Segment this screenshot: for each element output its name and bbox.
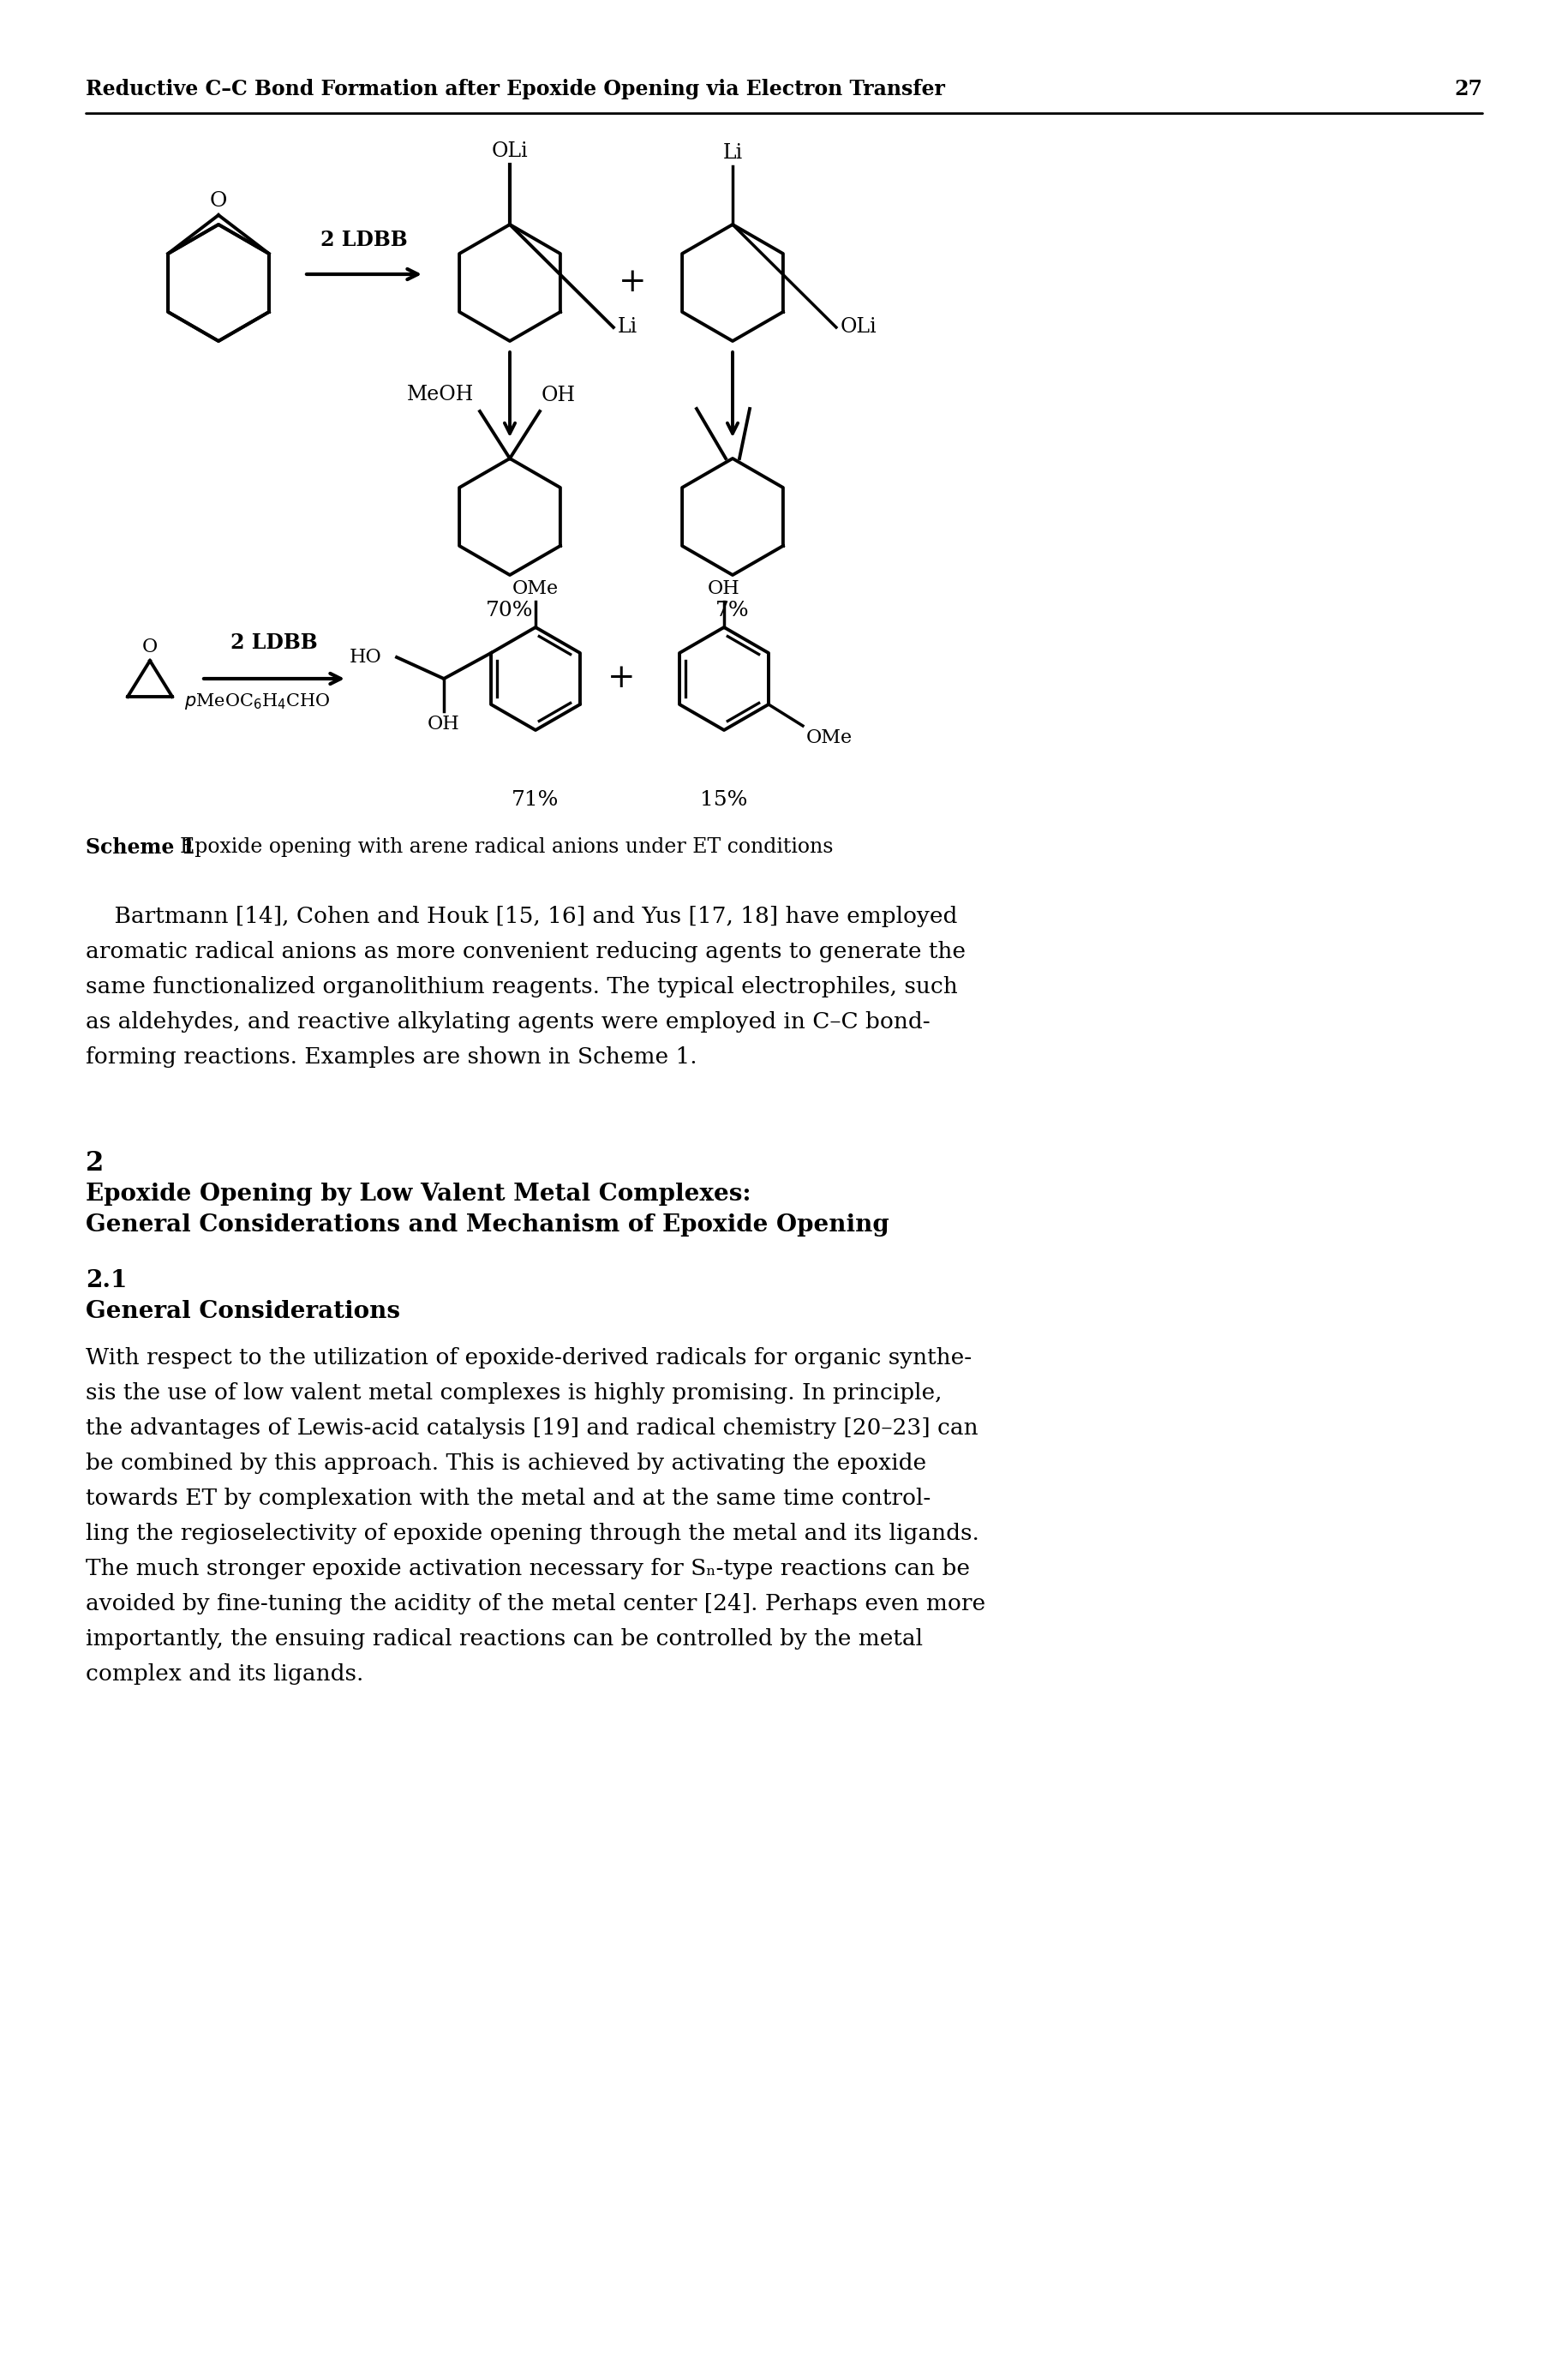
Text: same functionalized organolithium reagents. The typical electrophiles, such: same functionalized organolithium reagen… bbox=[86, 975, 958, 996]
Text: +: + bbox=[618, 266, 646, 300]
Text: the advantages of Lewis-acid catalysis [19] and radical chemistry [20–23] can: the advantages of Lewis-acid catalysis [… bbox=[86, 1417, 978, 1439]
Text: O: O bbox=[143, 637, 158, 656]
Text: forming reactions. Examples are shown in Scheme 1.: forming reactions. Examples are shown in… bbox=[86, 1046, 698, 1068]
Text: towards ET by complexation with the metal and at the same time control-: towards ET by complexation with the meta… bbox=[86, 1489, 931, 1510]
Text: Epoxide Opening by Low Valent Metal Complexes:: Epoxide Opening by Low Valent Metal Comp… bbox=[86, 1182, 751, 1206]
Text: $p$MeOC$_6$H$_4$CHO: $p$MeOC$_6$H$_4$CHO bbox=[183, 692, 331, 711]
Text: be combined by this approach. This is achieved by activating the epoxide: be combined by this approach. This is ac… bbox=[86, 1453, 927, 1474]
Text: 70%: 70% bbox=[486, 602, 533, 621]
Text: Bartmann [14], Cohen and Houk [15, 16] and Yus [17, 18] have employed: Bartmann [14], Cohen and Houk [15, 16] a… bbox=[86, 906, 958, 927]
Text: sis the use of low valent metal complexes is highly promising. In principle,: sis the use of low valent metal complexe… bbox=[86, 1382, 942, 1403]
Text: General Considerations: General Considerations bbox=[86, 1301, 400, 1322]
Text: 2 LDBB: 2 LDBB bbox=[320, 231, 408, 250]
Text: OLi: OLi bbox=[840, 319, 877, 338]
Text: 27: 27 bbox=[1454, 78, 1482, 100]
Text: Li: Li bbox=[723, 143, 743, 162]
Text: 71%: 71% bbox=[511, 789, 560, 811]
Text: Scheme 1: Scheme 1 bbox=[86, 837, 196, 858]
Text: The much stronger epoxide activation necessary for Sₙ-type reactions can be: The much stronger epoxide activation nec… bbox=[86, 1558, 971, 1579]
Text: OLi: OLi bbox=[491, 140, 528, 162]
Text: complex and its ligands.: complex and its ligands. bbox=[86, 1662, 364, 1684]
Text: O: O bbox=[210, 190, 227, 212]
Text: avoided by fine-tuning the acidity of the metal center [24]. Perhaps even more: avoided by fine-tuning the acidity of th… bbox=[86, 1593, 985, 1615]
Text: +: + bbox=[607, 663, 635, 694]
Text: 2.1: 2.1 bbox=[86, 1270, 127, 1291]
Text: 2: 2 bbox=[86, 1151, 103, 1177]
Text: General Considerations and Mechanism of Epoxide Opening: General Considerations and Mechanism of … bbox=[86, 1213, 889, 1237]
Text: aromatic radical anions as more convenient reducing agents to generate the: aromatic radical anions as more convenie… bbox=[86, 942, 966, 963]
Text: With respect to the utilization of epoxide-derived radicals for organic synthe-: With respect to the utilization of epoxi… bbox=[86, 1346, 972, 1367]
Text: HO: HO bbox=[350, 647, 383, 666]
Text: Li: Li bbox=[618, 319, 638, 338]
Text: OH: OH bbox=[541, 385, 575, 404]
Text: OMe: OMe bbox=[513, 580, 558, 599]
Text: ling the regioselectivity of epoxide opening through the metal and its ligands.: ling the regioselectivity of epoxide ope… bbox=[86, 1522, 980, 1543]
Text: 2 LDBB: 2 LDBB bbox=[230, 633, 318, 654]
Text: 7%: 7% bbox=[715, 602, 750, 621]
Text: as aldehydes, and reactive alkylating agents were employed in C–C bond-: as aldehydes, and reactive alkylating ag… bbox=[86, 1011, 930, 1032]
Text: MeOH: MeOH bbox=[408, 385, 474, 404]
Text: OMe: OMe bbox=[806, 728, 853, 747]
Text: Reductive C–C Bond Formation after Epoxide Opening via Electron Transfer: Reductive C–C Bond Formation after Epoxi… bbox=[86, 78, 946, 100]
Text: 15%: 15% bbox=[701, 789, 748, 811]
Text: Epoxide opening with arene radical anions under ET conditions: Epoxide opening with arene radical anion… bbox=[168, 837, 833, 856]
Text: OH: OH bbox=[428, 716, 459, 732]
Text: OH: OH bbox=[707, 580, 740, 599]
Text: importantly, the ensuing radical reactions can be controlled by the metal: importantly, the ensuing radical reactio… bbox=[86, 1629, 924, 1650]
